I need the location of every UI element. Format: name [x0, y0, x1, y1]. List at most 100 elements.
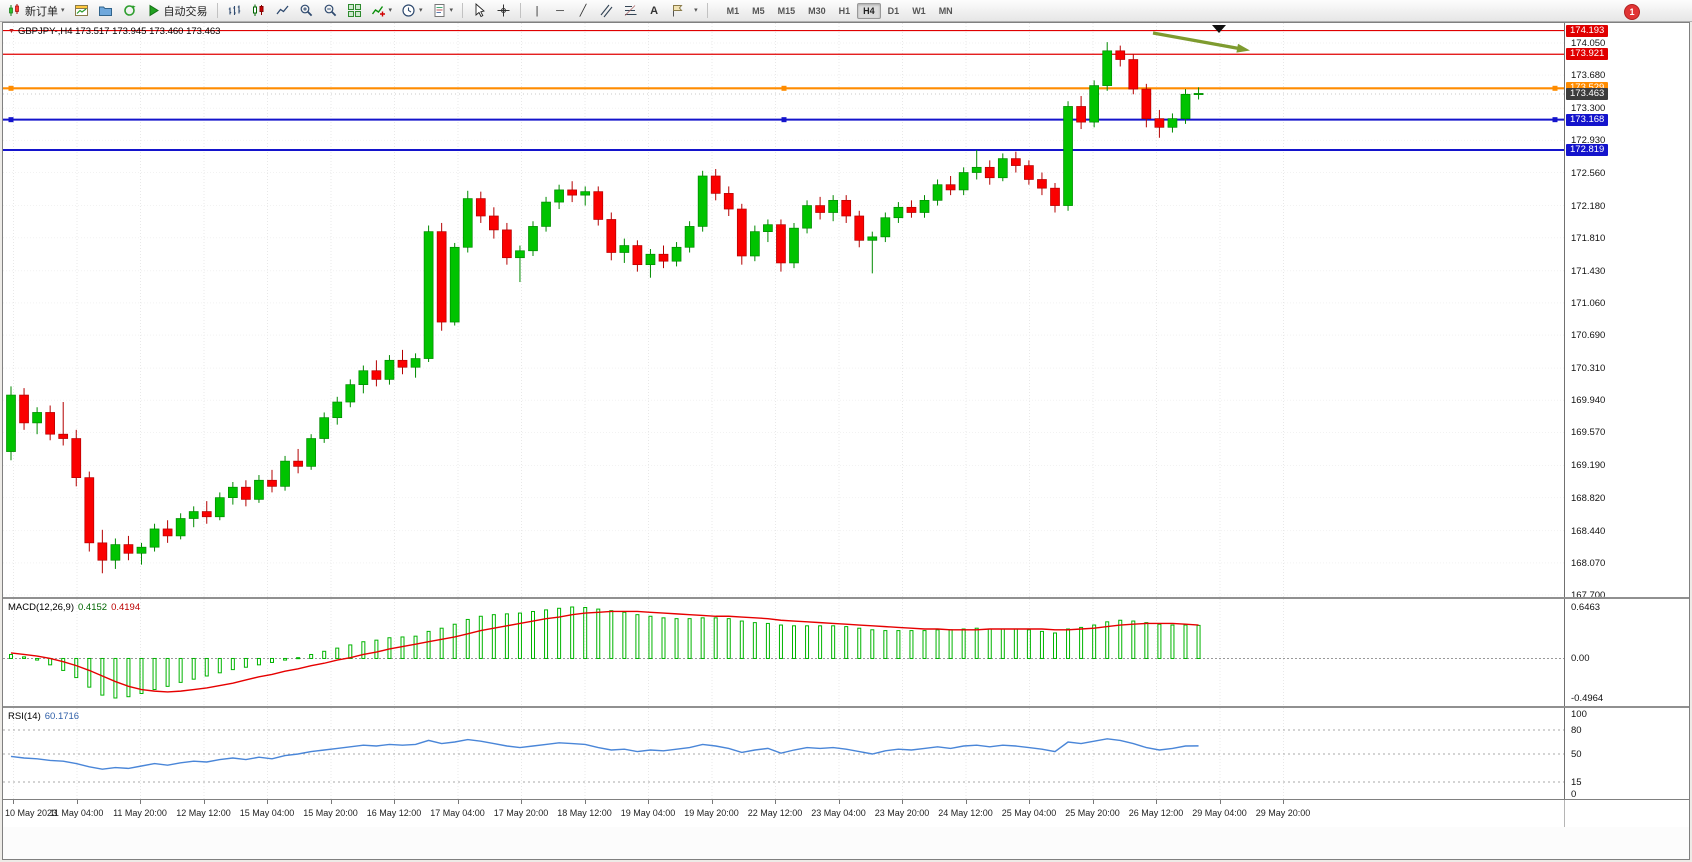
bottom-filler [3, 827, 1689, 859]
template-document-icon [434, 4, 445, 17]
price-axis-label: 169.190 [1571, 460, 1606, 472]
autotrading-button[interactable]: 自动交易 [142, 1, 212, 20]
price-axis-label: 169.940 [1571, 395, 1606, 407]
price-line-label: 173.168 [1566, 113, 1609, 126]
trendline-tool-button[interactable]: ╱ [572, 1, 594, 20]
indicators-button[interactable]: ▾ [367, 1, 397, 20]
new-chart-button[interactable] [70, 1, 93, 20]
time-axis-label: 16 May 12:00 [366, 808, 422, 818]
trend-arrow[interactable] [1152, 31, 1240, 51]
crosshair-icon [497, 4, 510, 17]
new-order-button[interactable]: 新订单 ▾ [3, 1, 69, 20]
notification-badge[interactable]: 1 [1624, 4, 1640, 20]
candlestick-chart-button[interactable] [247, 1, 270, 20]
macd-grid [3, 599, 1564, 706]
price-axis-label: 167.700 [1571, 590, 1606, 597]
horizontal-price-lines[interactable] [3, 29, 1564, 152]
timeframe-mn-button[interactable]: MN [933, 3, 959, 19]
fibonacci-tool-button[interactable] [619, 1, 642, 20]
shapes-dropdown-button[interactable]: ▾ [690, 1, 702, 20]
macd-plot[interactable] [3, 599, 1564, 706]
time-axis-tick [1283, 800, 1284, 804]
periods-button[interactable]: ▾ [397, 1, 427, 20]
zoom-out-button[interactable] [319, 1, 342, 20]
bar-chart-button[interactable] [223, 1, 246, 20]
timeframe-h1-button[interactable]: H1 [833, 3, 857, 19]
time-axis-tick [457, 800, 459, 804]
macd-header: MACD(12,26,9) 0.4152 0.4194 [8, 602, 140, 613]
main-chart-plot[interactable] [3, 23, 1564, 597]
tile-windows-button[interactable] [343, 1, 366, 20]
macd-histogram [9, 606, 1201, 699]
time-axis-label: 24 May 12:00 [938, 808, 993, 818]
time-axis-label: 19 May 04:00 [620, 808, 676, 818]
text-tool-icon: A [650, 4, 659, 17]
timeframe-w1-button[interactable]: W1 [906, 3, 932, 19]
price-axis[interactable]: 174.050 173.680 173.300 172.930 172.560 172.1… [1564, 23, 1689, 597]
templates-button[interactable]: ▾ [428, 1, 458, 20]
price-axis-label: 173.680 [1571, 70, 1606, 82]
horizontal-line-tool-button[interactable]: ─ [549, 1, 571, 20]
crosshair-button[interactable] [492, 1, 515, 20]
new-order-icon [9, 4, 19, 16]
panel-splitter[interactable] [3, 597, 1689, 599]
time-axis[interactable]: 10 May 2023 11 May 04:00 11 May 20:00 12 Ma… [3, 799, 1689, 827]
price-line-label: 174.193 [1566, 24, 1609, 37]
timeframe-m15-button[interactable]: M15 [772, 3, 802, 19]
time-axis-label: 11 May 20:00 [113, 808, 167, 818]
time-axis-tick [648, 800, 649, 804]
chevron-down-icon: ▾ [449, 7, 454, 14]
channel-tool-button[interactable] [595, 1, 618, 20]
time-axis-label: 15 May 20:00 [303, 808, 358, 818]
time-axis-label: 10 May 2023 [5, 808, 58, 818]
text-label-flag-icon [673, 5, 683, 17]
candles [6, 42, 1204, 574]
time-axis-label: 12 May 12:00 [176, 808, 231, 818]
time-axis-tick [1092, 800, 1094, 804]
timeframe-h4-button[interactable]: H4 [857, 2, 881, 19]
rsi-header: RSI(14) 60.1716 [8, 711, 79, 722]
time-axis-label: 18 May 12:00 [557, 808, 612, 818]
time-axis-label: 29 May 04:00 [1192, 808, 1247, 818]
timeframe-m30-button[interactable]: M30 [802, 3, 832, 19]
time-axis-label: 29 May 20:00 [1255, 808, 1311, 818]
line-chart-button[interactable] [271, 1, 294, 20]
rsi-axis-label: 0 [1571, 789, 1577, 799]
rsi-axis-label: 80 [1571, 725, 1582, 736]
time-axis-tick [76, 800, 78, 804]
vertical-line-tool-button[interactable]: | [526, 1, 548, 20]
cursor-icon [475, 3, 486, 18]
price-axis-label: 168.820 [1571, 492, 1606, 504]
time-axis-label: 23 May 20:00 [874, 808, 930, 818]
timeframe-m5-button[interactable]: M5 [746, 3, 771, 19]
zoom-in-button[interactable] [295, 1, 318, 20]
time-axis-tick [965, 800, 967, 804]
time-axis-tick [13, 800, 14, 804]
chart-shift-marker[interactable] [1212, 25, 1226, 33]
horizontal-line-icon: ─ [556, 4, 564, 17]
price-axis-label: 173.300 [1571, 103, 1606, 115]
panel-splitter[interactable] [3, 706, 1689, 708]
zoom-out-icon [324, 4, 336, 17]
time-axis-tick [267, 800, 268, 804]
text-tool-button[interactable]: A [643, 1, 665, 20]
macd-signal-value: 0.4194 [111, 602, 141, 613]
macd-panel: MACD(12,26,9) 0.4152 0.4194 0.6463 0.00 -0.4… [3, 599, 1689, 706]
time-axis-label: 11 May 04:00 [49, 808, 104, 818]
rsi-plot[interactable] [3, 708, 1564, 799]
price-axis-label: 171.430 [1571, 265, 1606, 277]
time-axis-tick [140, 800, 141, 804]
toolbar-separator [462, 3, 464, 18]
timeframe-d1-button[interactable]: D1 [882, 3, 906, 19]
refresh-button[interactable] [118, 1, 141, 20]
timeframe-m1-button[interactable]: M1 [721, 3, 746, 19]
macd-main-value: 0.4152 [78, 602, 108, 613]
time-axis-tick [394, 800, 395, 804]
time-axis-tick [902, 800, 903, 804]
cursor-button[interactable] [468, 1, 491, 20]
price-axis-label: 171.060 [1571, 297, 1606, 309]
profiles-button[interactable] [94, 1, 117, 20]
trendline-icon: ╱ [579, 5, 587, 17]
label-tool-button[interactable] [666, 1, 689, 20]
timeframe-group: M1 M5 M15 M30 H1 H4 D1 W1 MN [721, 2, 959, 19]
